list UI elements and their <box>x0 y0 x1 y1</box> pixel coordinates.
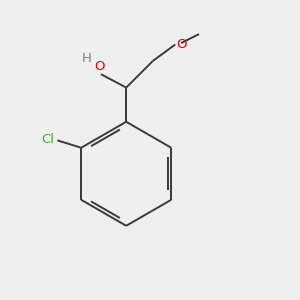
Text: Cl: Cl <box>41 133 54 146</box>
Text: H: H <box>82 52 92 65</box>
Text: O: O <box>94 60 105 73</box>
Text: O: O <box>176 38 186 51</box>
